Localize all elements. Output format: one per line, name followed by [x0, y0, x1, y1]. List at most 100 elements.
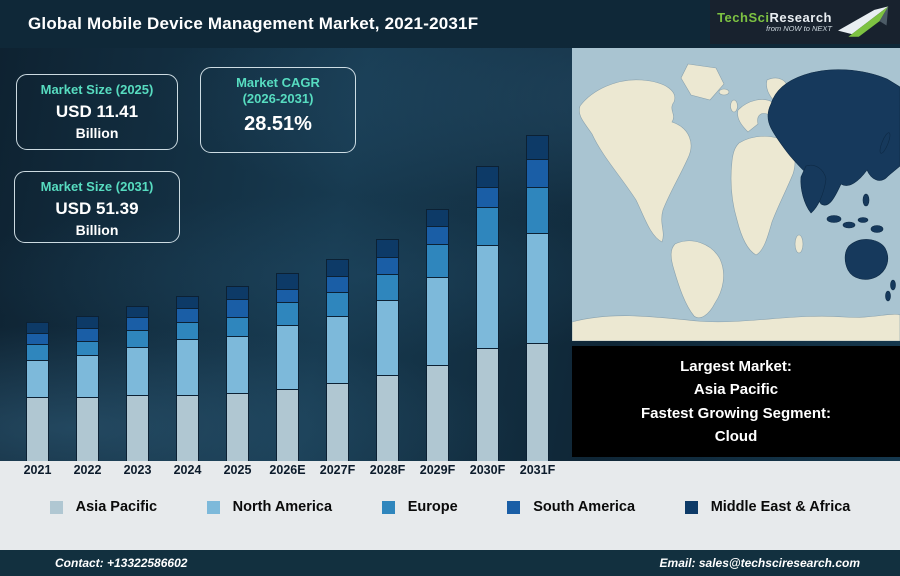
- region-asia-highlighted: [767, 69, 900, 206]
- x-tick-label-2022: 2022: [73, 463, 102, 477]
- page-title: Global Mobile Device Management Market, …: [28, 14, 479, 33]
- bar-segment-asia-pacific: [276, 389, 299, 461]
- bar-segment-south-america: [26, 333, 49, 344]
- x-tick-label-2021: 2021: [23, 463, 52, 477]
- bar-segment-south-america: [376, 257, 399, 274]
- legend-item-middle-east-africa: Middle East & Africa: [684, 499, 851, 515]
- logo-brand: TechSciResearch: [717, 11, 832, 25]
- market-highlight-box: Largest Market: Asia Pacific Fastest Gro…: [572, 346, 900, 457]
- bar-2023: [126, 306, 149, 461]
- x-tick-label-2027f: 2027F: [319, 463, 356, 477]
- stat-value: USD 11.41: [55, 102, 139, 122]
- bar-segment-europe: [526, 187, 549, 233]
- x-tick-label-2031f: 2031F: [519, 463, 556, 477]
- bar-segment-north-america: [26, 360, 49, 397]
- bar-segment-europe: [476, 207, 499, 245]
- logo-brand-secondary: Research: [769, 10, 832, 26]
- bottom-band: 2021 2022 2023 2024 2025 2026E 2027F 2028F 2029F…: [0, 461, 900, 550]
- bar-segment-asia-pacific: [426, 365, 449, 461]
- world-map: [571, 48, 900, 342]
- stat-label: Market CAGR: [236, 75, 320, 90]
- bar-segment-south-america: [526, 159, 549, 187]
- legend-swatch-asia-pacific: [49, 500, 63, 514]
- x-tick-label-2024: 2024: [173, 463, 202, 477]
- continent-europe: [737, 99, 775, 133]
- bar-segment-middle-east-africa: [276, 273, 299, 289]
- bar-2027f: [326, 259, 349, 461]
- bar-segment-middle-east-africa: [326, 259, 349, 276]
- logo-tagline: from NOW to NEXT: [766, 23, 832, 33]
- bar-segment-middle-east-africa: [226, 286, 249, 299]
- bar-segment-middle-east-africa: [476, 166, 499, 187]
- legend-label-asia-pacific: Asia Pacific: [75, 499, 158, 515]
- bar-segment-europe: [326, 292, 349, 316]
- bar-segment-north-america: [526, 233, 549, 343]
- bar-segment-south-america: [326, 276, 349, 292]
- bar-2021: [26, 322, 49, 461]
- legend-label-middle-east-africa: Middle East & Africa: [710, 499, 851, 515]
- bar-segment-north-america: [176, 339, 199, 395]
- bar-segment-south-america: [126, 317, 149, 330]
- bar-segment-north-america: [426, 277, 449, 365]
- island-greenland: [680, 63, 725, 101]
- bar-2029f: [426, 209, 449, 461]
- legend-swatch-north-america: [206, 500, 220, 514]
- bar-2022: [76, 316, 99, 461]
- bar-segment-north-america: [226, 336, 249, 393]
- bar-segment-north-america: [376, 300, 399, 375]
- islands-philippines: [862, 193, 870, 207]
- region-india-highlighted: [800, 164, 827, 214]
- bar-segment-north-america: [476, 245, 499, 348]
- stat-value: 28.51%: [244, 112, 312, 135]
- bar-segment-asia-pacific: [326, 383, 349, 461]
- bar-segment-south-america: [276, 289, 299, 302]
- x-tick-label-2029f: 2029F: [419, 463, 456, 477]
- bar-segment-asia-pacific: [526, 343, 549, 461]
- contact-phone: Contact: +13322586602: [55, 556, 188, 570]
- largest-market-label: Largest Market:: [680, 358, 792, 375]
- bar-segment-europe: [76, 341, 99, 355]
- legend-swatch-south-america: [507, 500, 521, 514]
- continent-antarctica: [571, 314, 900, 342]
- stat-unit: Billion: [75, 125, 119, 142]
- bar-2028f: [376, 239, 399, 461]
- bar-segment-europe: [226, 317, 249, 336]
- bar-segment-middle-east-africa: [526, 135, 549, 159]
- island-japan-highlighted: [879, 132, 891, 154]
- stat-label: Market Size (2031): [40, 179, 154, 194]
- techsci-research-logo: TechSciResearch from NOW to NEXT: [710, 0, 900, 44]
- bar-segment-asia-pacific: [376, 375, 399, 461]
- bar-segment-middle-east-africa: [426, 209, 449, 226]
- island-new-zealand-south: [885, 290, 891, 302]
- logo-text: TechSciResearch from NOW to NEXT: [717, 11, 832, 33]
- islands-indonesia-2: [842, 221, 856, 229]
- bar-segment-europe: [176, 322, 199, 339]
- bar-segment-middle-east-africa: [26, 322, 49, 333]
- bar-segment-north-america: [276, 325, 299, 389]
- bar-segment-middle-east-africa: [376, 239, 399, 257]
- bar-segment-asia-pacific: [26, 397, 49, 461]
- bar-segment-middle-east-africa: [76, 316, 99, 328]
- legend-item-north-america: North America: [206, 499, 332, 515]
- bar-segment-north-america: [326, 316, 349, 383]
- bar-segment-south-america: [426, 226, 449, 244]
- bar-2031f: [526, 135, 549, 461]
- legend-label-south-america: South America: [533, 499, 636, 515]
- logo-arrow-icon: [838, 6, 889, 37]
- x-tick-label-2023: 2023: [123, 463, 152, 477]
- bar-segment-asia-pacific: [476, 348, 499, 461]
- islands-indonesia-3: [857, 217, 869, 223]
- stat-label: Market Size (2025): [40, 82, 154, 97]
- bar-segment-south-america: [226, 299, 249, 317]
- legend-item-europe: Europe: [381, 499, 458, 515]
- island-iceland: [718, 88, 730, 96]
- chart-area: Market Size (2025) USD 11.41 Billion Mar…: [0, 48, 900, 461]
- x-tick-label-2028f: 2028F: [369, 463, 406, 477]
- contact-email: Email: sales@techsciresearch.com: [659, 556, 860, 570]
- fastest-segment-value: Cloud: [714, 427, 758, 445]
- bar-segment-middle-east-africa: [126, 306, 149, 317]
- x-tick-label-2025: 2025: [223, 463, 252, 477]
- bar-segment-asia-pacific: [126, 395, 149, 461]
- bar-2030f: [476, 166, 499, 461]
